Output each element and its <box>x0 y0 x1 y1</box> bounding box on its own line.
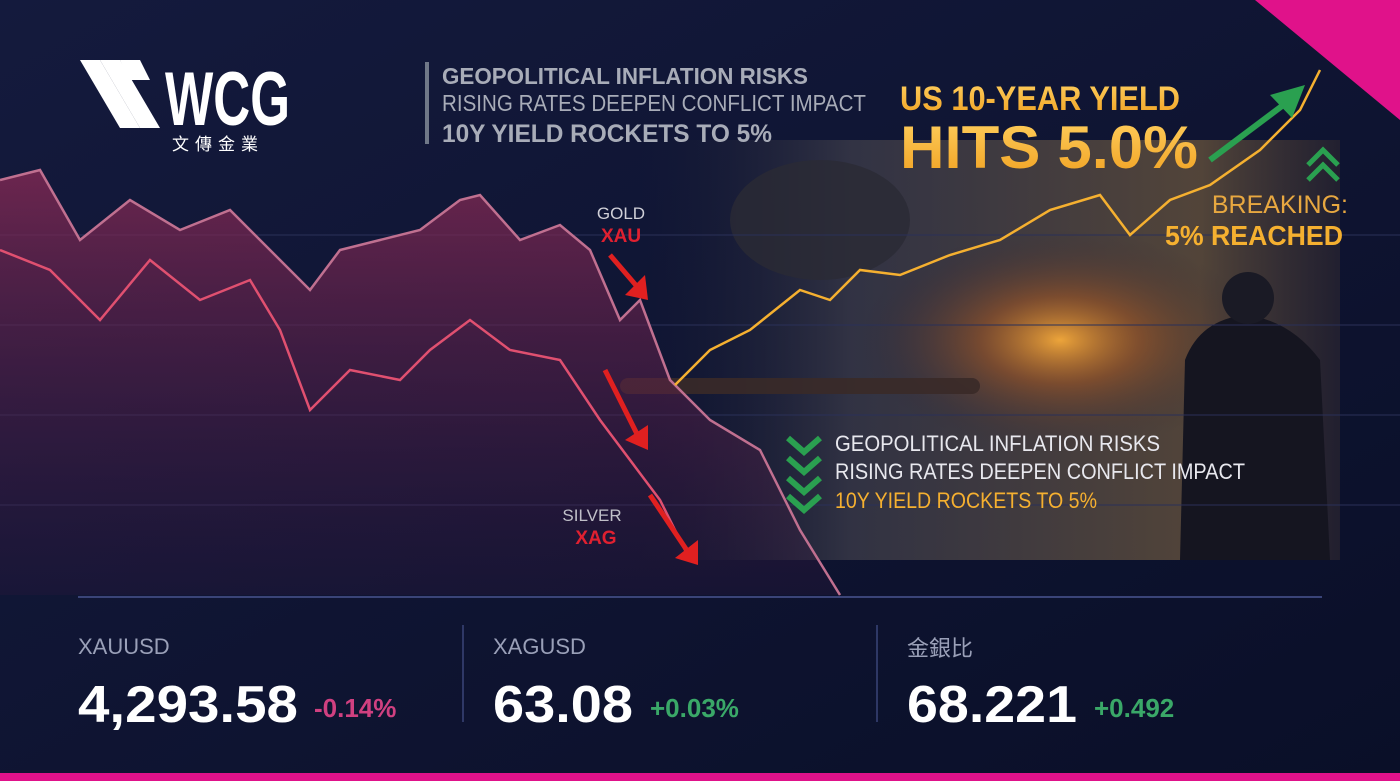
headline: 10Y YIELD ROCKETS TO 5% <box>442 120 772 148</box>
chevron-up <box>1306 161 1340 182</box>
worker-head <box>1222 272 1274 324</box>
ticker-price: 63.08 <box>493 676 633 734</box>
ticker-symbol: 金銀比 <box>907 636 973 661</box>
headline: RISING RATES DEEPEN CONFLICT IMPACT <box>835 459 1245 484</box>
logo-name: WCG <box>165 57 290 142</box>
silver-name: SILVER <box>562 506 621 525</box>
up-arrow <box>1208 97 1292 163</box>
ticker-symbol: XAUUSD <box>78 634 170 659</box>
breaking-text: 5% REACHED <box>1165 220 1343 251</box>
bottom-bar <box>0 773 1400 781</box>
up-arrowhead <box>1270 85 1305 118</box>
logo-mark <box>80 60 160 128</box>
chevron-up <box>1306 146 1340 167</box>
ticker-change: -0.14% <box>314 693 396 723</box>
headline: 10Y YIELD ROCKETS TO 5% <box>835 488 1097 513</box>
ticker-price: 68.221 <box>907 676 1077 734</box>
headline: RISING RATES DEEPEN CONFLICT IMPACT <box>442 90 866 116</box>
fire-glow <box>860 230 1260 450</box>
breaking-label: BREAKING: <box>1212 191 1348 219</box>
gold-line <box>0 168 842 596</box>
ticker-symbol: XAGUSD <box>493 634 586 659</box>
ticker-change: +0.03% <box>650 693 739 723</box>
gold-symbol: XAU <box>601 226 641 247</box>
arrowheads <box>625 275 698 565</box>
yield-line <box>674 69 1322 386</box>
ticker-price: 4,293.58 <box>78 676 298 734</box>
silver-line <box>0 248 692 561</box>
pipeline <box>620 378 980 394</box>
headline: GEOPOLITICAL INFLATION RISKS <box>442 63 808 89</box>
headline: GEOPOLITICAL INFLATION RISKS <box>835 431 1160 456</box>
chevrons-down <box>786 435 822 514</box>
gold-name: GOLD <box>597 204 645 223</box>
ticker-change: +0.492 <box>1094 693 1174 723</box>
headline-rule <box>425 62 429 144</box>
smoke <box>730 160 910 280</box>
logo-subtitle: 文傳金業 <box>172 135 264 154</box>
corner-accent <box>1255 0 1400 120</box>
yield-banner-big: HITS 5.0% <box>900 114 1198 181</box>
gold-area <box>0 170 840 595</box>
worker-silhouette <box>1180 315 1330 560</box>
yield-banner: US 10-YEAR YIELD <box>900 80 1180 118</box>
silver-symbol: XAG <box>575 528 616 549</box>
down-arrows <box>602 253 693 557</box>
